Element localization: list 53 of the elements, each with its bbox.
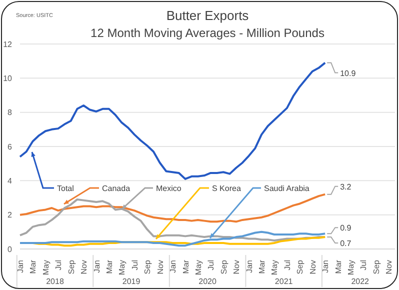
x-tick-label: Mar — [28, 260, 38, 274]
x-tick-label: Jan — [168, 260, 178, 273]
x-tick-label: Jan — [92, 260, 102, 273]
text: 2020 — [198, 277, 217, 286]
x-tick-label: Mar — [181, 260, 190, 274]
x-tick-label: Nov — [384, 260, 394, 274]
x-tick-label: May — [41, 260, 50, 276]
y-tick-label: 6 — [8, 142, 13, 152]
text: S Korea — [212, 184, 242, 193]
x-tick-label: Sep — [66, 259, 76, 274]
x-tick-label: Sep — [219, 259, 228, 274]
y-tick-label: 10 — [3, 74, 13, 84]
x-tick-label: Mar — [334, 260, 343, 274]
x-tick-label: Nov — [156, 260, 165, 274]
x-tick-label: Nov — [80, 260, 89, 274]
data-label: 0.9 — [340, 224, 352, 233]
x-tick-label: Jan — [321, 260, 330, 273]
x-tick-label: Sep — [143, 259, 152, 274]
text: Saudi Arabia — [264, 184, 310, 193]
y-tick-label: 2 — [8, 210, 13, 220]
text: 2018 — [46, 277, 64, 286]
x-tick-label: Nov — [308, 260, 318, 274]
x-tick-label: Jan — [16, 260, 25, 273]
x-tick-label: Mar — [104, 260, 114, 274]
x-tick-label: Nov — [232, 260, 242, 274]
data-label: 10.9 — [340, 68, 356, 78]
text: 2019 — [122, 277, 141, 286]
data-label: 3.2 — [340, 182, 352, 192]
data-label: 0.7 — [340, 239, 352, 248]
chart-subtitle: 12 Month Moving Averages - Million Pounds — [90, 26, 324, 40]
x-tick-label: May — [118, 260, 127, 276]
text: 2021 — [274, 277, 294, 286]
x-tick-label: Jul — [54, 260, 64, 270]
x-tick-label: Sep — [296, 259, 305, 274]
x-tick-label: May — [346, 260, 356, 276]
y-tick-label: 8 — [8, 108, 13, 118]
x-tick-label: May — [194, 260, 203, 276]
x-tick-label: Mar — [258, 260, 267, 274]
series-label: Canada — [102, 184, 131, 193]
x-tick-label: Jul — [206, 260, 216, 270]
text: Mexico — [156, 184, 182, 193]
x-tick-label: Jul — [130, 260, 140, 270]
chart-title: Butter Exports — [166, 8, 250, 23]
text: Total — [57, 184, 74, 193]
y-tick-label: 4 — [8, 176, 13, 186]
x-tick-label: Jul — [282, 260, 292, 270]
x-tick-label: Sep — [372, 259, 381, 274]
y-tick-label: 12 — [3, 40, 13, 49]
x-tick-label: Jan — [244, 260, 254, 273]
x-tick-label: May — [270, 260, 280, 276]
y-tick-label: 0 — [8, 244, 13, 254]
x-tick-label: Jul — [359, 260, 368, 270]
text: 2022 — [351, 277, 370, 286]
